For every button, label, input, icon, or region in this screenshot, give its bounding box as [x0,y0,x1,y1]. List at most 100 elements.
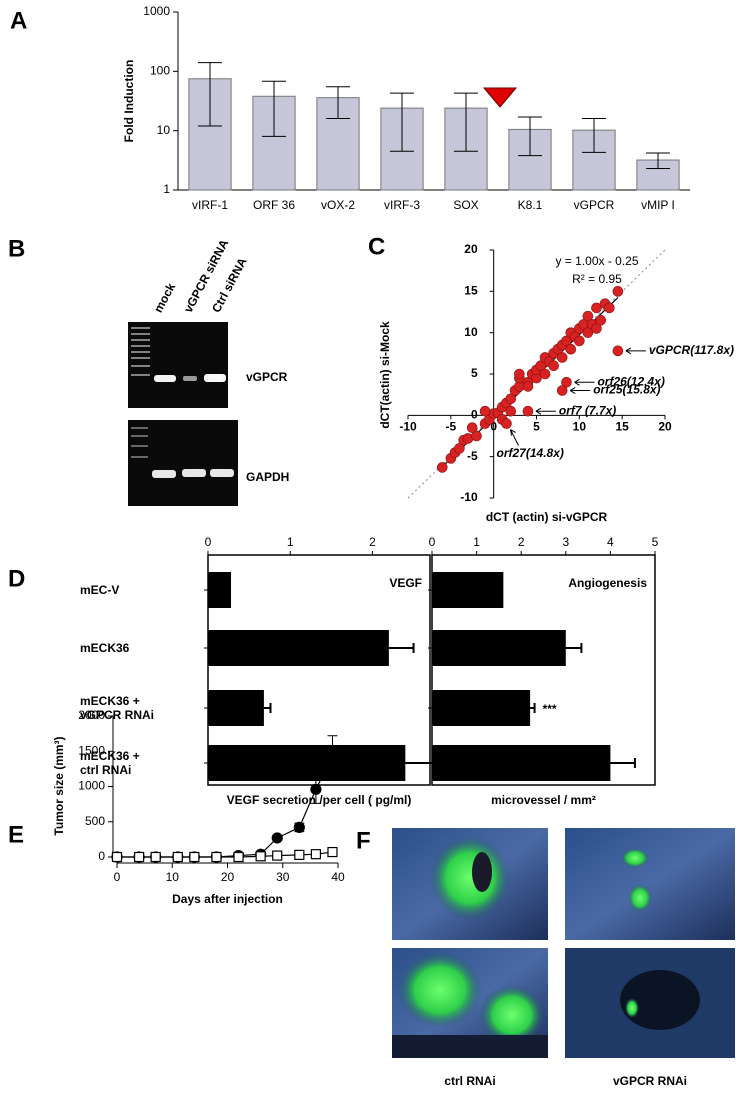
y-axis-title: Fold Induction [122,60,136,143]
bar [432,630,566,666]
y-tick-label: 2000 [78,708,105,722]
error-bar [518,116,542,157]
panel-label: B [8,235,25,262]
photo [392,828,548,940]
annotation-arrow [569,387,591,394]
photo [565,948,735,1058]
point [556,385,568,396]
significance: *** [543,702,557,716]
point [326,750,339,762]
bar [432,572,504,608]
x-tick-label: 2 [518,535,525,549]
x-axis-title: VEGF secretion /per cell ( pg/ml) [227,793,412,807]
x-tick-label: vGPCR [574,198,615,212]
point [556,352,568,363]
x-axis-title: Days after injection [172,892,283,906]
point [582,327,594,338]
point [574,335,585,347]
plot-frame [431,554,656,786]
bar [208,745,406,781]
point [522,381,534,392]
error-bar [530,703,536,713]
point [134,851,145,863]
annotation-arrow [574,378,595,386]
x-tick-label: vIRF-1 [192,198,228,212]
annotation: orf26(12.4x) [597,374,664,388]
x-tick-label: 40 [331,870,345,884]
point [255,851,266,862]
x-tick-label: 0 [114,870,121,884]
point [211,851,222,863]
y-tick-label: 1500 [78,743,105,757]
error-bar [198,62,222,127]
x-tick-label: 10 [166,870,180,884]
x-axis-title: dCT (actin) si-vGPCR [486,510,608,524]
bar [432,745,611,781]
x-tick-label: 15 [615,420,629,434]
y-tick-label: 500 [85,814,105,828]
x-tick-label: 3 [562,535,569,549]
chart-title: VEGF [389,576,422,590]
point [591,302,602,314]
error-bar [610,758,636,768]
gel-lane-label: mock [151,280,178,315]
point [111,851,123,863]
y-tick-label: 10 [157,123,171,137]
x-tick-label: K8.1 [518,198,543,212]
y-axis-title: dCT(actin) si-Mock [378,321,392,429]
equation: y = 1.00x - 0.25 [555,254,638,268]
gel-gene-label: vGPCR [246,370,288,384]
y-tick-label: mECK36 + ctrl RNAi [80,749,140,777]
photo [565,828,735,940]
point [591,323,602,334]
bar [208,572,232,608]
point [505,393,517,405]
point [271,832,283,844]
y-tick-label: 100 [150,64,170,78]
point [189,851,200,863]
y-tick-label: mECK36 + vGPCR RNAi [80,694,155,722]
point [293,821,305,833]
x-tick-label: 1 [473,535,480,549]
panel-label: C [368,233,385,260]
point [454,443,465,454]
chart-title: Angiogenesis [568,576,647,590]
point [604,302,615,314]
y-tick-label: 10 [464,325,478,339]
point [172,851,183,863]
y-tick-label: 0 [471,408,478,422]
error-bar [582,118,606,153]
point [595,314,607,326]
error-bar [263,703,272,713]
annotation: orf7 (7.7x) [559,403,616,417]
point [612,345,624,357]
x-axis-title: microvessel / mm² [491,793,596,807]
x-tick-label: -5 [445,420,456,434]
panel-label: D [8,565,25,592]
y-tick-label: 20 [464,242,478,256]
point [150,851,161,863]
point [565,343,577,355]
point [471,430,482,442]
point [535,360,547,372]
error-bar [262,80,286,137]
annotation: vGPCR(117.8x) [649,343,734,357]
y-tick-label: -5 [467,449,478,463]
point [582,310,594,322]
point [310,783,322,795]
x-tick-label: 20 [221,870,235,884]
y-tick-label: 5 [471,366,478,380]
error-bar [388,643,415,653]
point [233,851,244,863]
annotation-arrow [625,347,646,355]
x-tick-label: vOX-2 [321,198,355,212]
point [501,418,512,429]
bar [432,690,531,726]
y-tick-label: -10 [460,490,478,504]
x-tick-label: 30 [276,870,290,884]
x-tick-label: 10 [573,420,587,434]
point [561,376,572,388]
point [327,846,338,858]
